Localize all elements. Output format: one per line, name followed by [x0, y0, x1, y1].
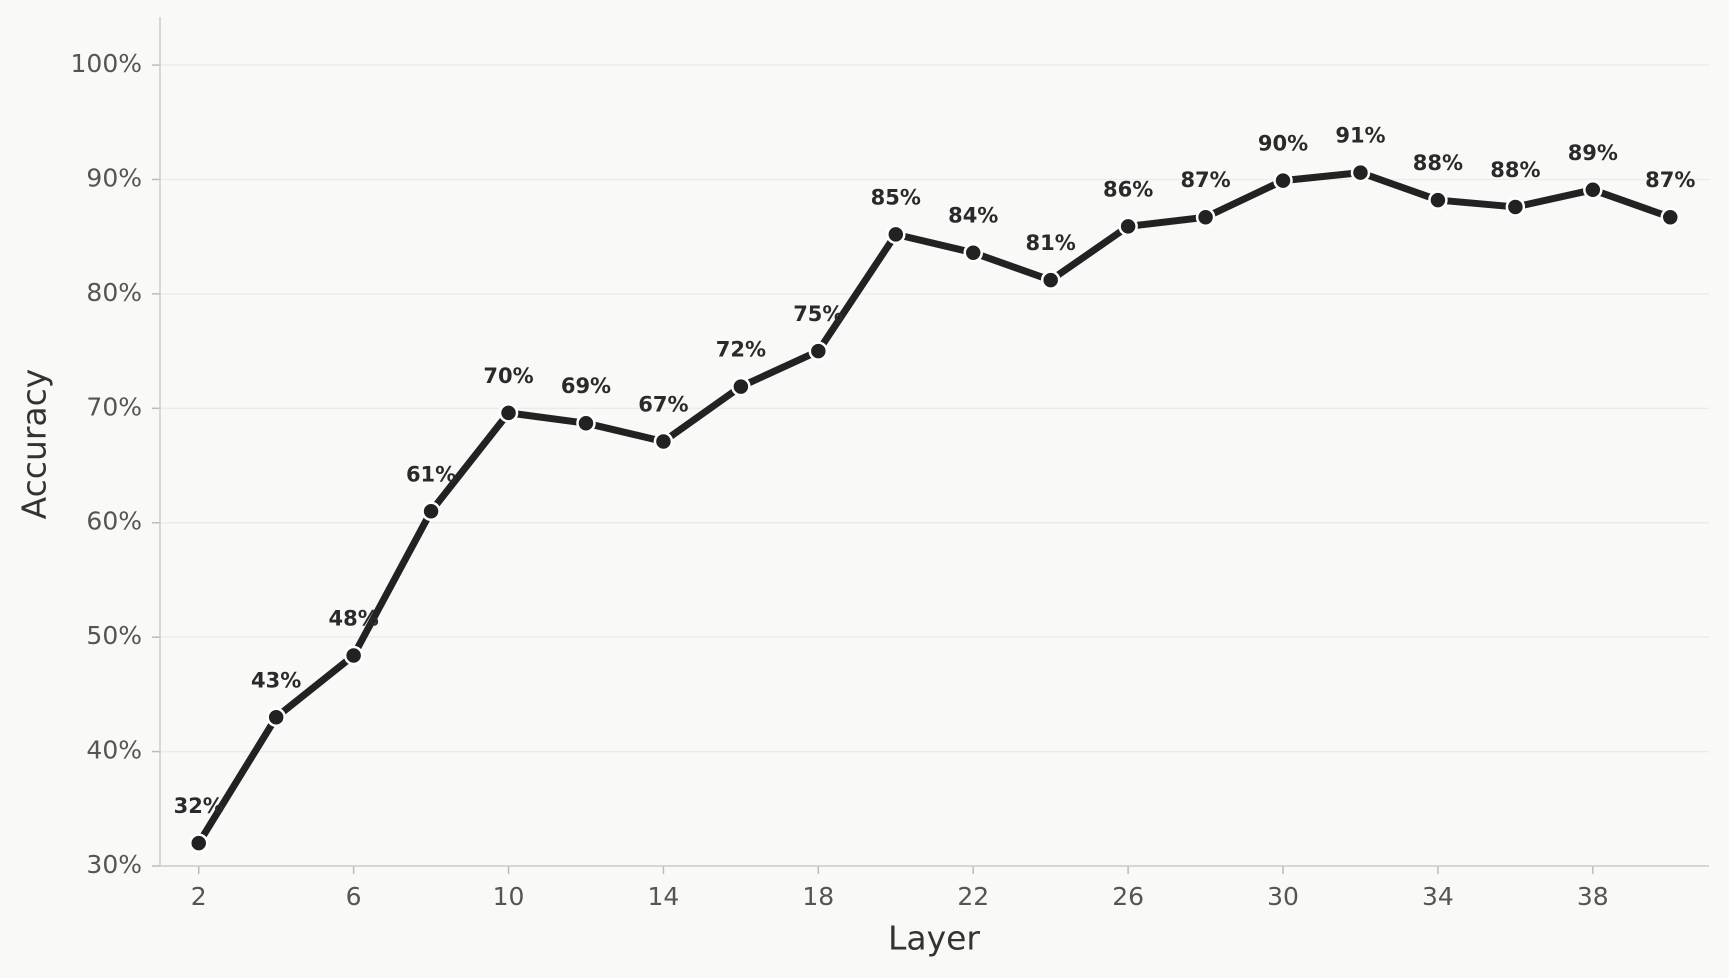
value-label: 90%: [1258, 132, 1308, 156]
value-label: 89%: [1568, 141, 1618, 165]
value-label: 84%: [948, 204, 998, 228]
x-tick-label: 14: [648, 882, 680, 911]
point: [266, 707, 286, 728]
point: [963, 242, 983, 263]
x-tick-label: 22: [957, 882, 989, 911]
point: [188, 833, 209, 853]
y-tick-label: 80%: [86, 278, 142, 307]
y-tick-label: 70%: [86, 392, 142, 421]
point: [731, 376, 751, 397]
y-tick-label: 40%: [86, 736, 142, 765]
x-tick-label: 30: [1267, 882, 1299, 911]
point: [1195, 207, 1216, 227]
value-label: 70%: [483, 364, 533, 388]
y-axis-title: Accuracy: [15, 369, 54, 520]
value-label: 61%: [406, 462, 456, 486]
x-tick-label: 2: [191, 882, 207, 911]
line: [195, 169, 1672, 845]
x-tick-label: 6: [346, 882, 362, 911]
value-label: 43%: [251, 668, 301, 692]
point: [1583, 180, 1603, 200]
point: [1428, 190, 1448, 210]
point: [886, 224, 906, 245]
value-label: 69%: [561, 374, 611, 398]
point: [576, 413, 596, 433]
x-tick-label: 38: [1577, 882, 1609, 911]
x-axis-title: Layer: [888, 919, 980, 958]
value-label: 48%: [328, 606, 378, 630]
point: [1350, 162, 1371, 183]
point: [498, 403, 519, 423]
point: [421, 501, 441, 522]
x-tick-label: 26: [1112, 882, 1144, 911]
point: [1660, 207, 1681, 227]
point: [343, 645, 364, 666]
value-label: 88%: [1413, 151, 1463, 175]
value-label: 86%: [1103, 177, 1153, 201]
x-tick-label: 18: [802, 882, 834, 911]
y-tick-label: 60%: [86, 507, 142, 536]
y-tick-label: 100%: [71, 49, 142, 78]
value-label: 88%: [1490, 158, 1540, 182]
value-label: 91%: [1335, 124, 1385, 148]
point: [653, 431, 674, 452]
value-label: 75%: [793, 302, 843, 326]
y-tick-label: 30%: [86, 850, 142, 879]
point: [1505, 197, 1526, 217]
value-label: 72%: [716, 338, 766, 362]
x-tick-label: 10: [493, 882, 525, 911]
y-tick-label: 50%: [86, 621, 142, 650]
point: [1040, 270, 1061, 290]
point: [1118, 216, 1138, 237]
point: [1273, 170, 1293, 191]
value-label: 67%: [638, 393, 688, 417]
value-label: 81%: [1026, 231, 1076, 255]
x-tick-label: 34: [1422, 882, 1454, 911]
value-label: 32%: [174, 794, 224, 818]
point: [808, 341, 829, 361]
value-label: 87%: [1645, 168, 1695, 192]
y-tick-label: 90%: [86, 163, 142, 192]
value-label: 87%: [1180, 168, 1230, 192]
value-label: 85%: [871, 185, 921, 209]
